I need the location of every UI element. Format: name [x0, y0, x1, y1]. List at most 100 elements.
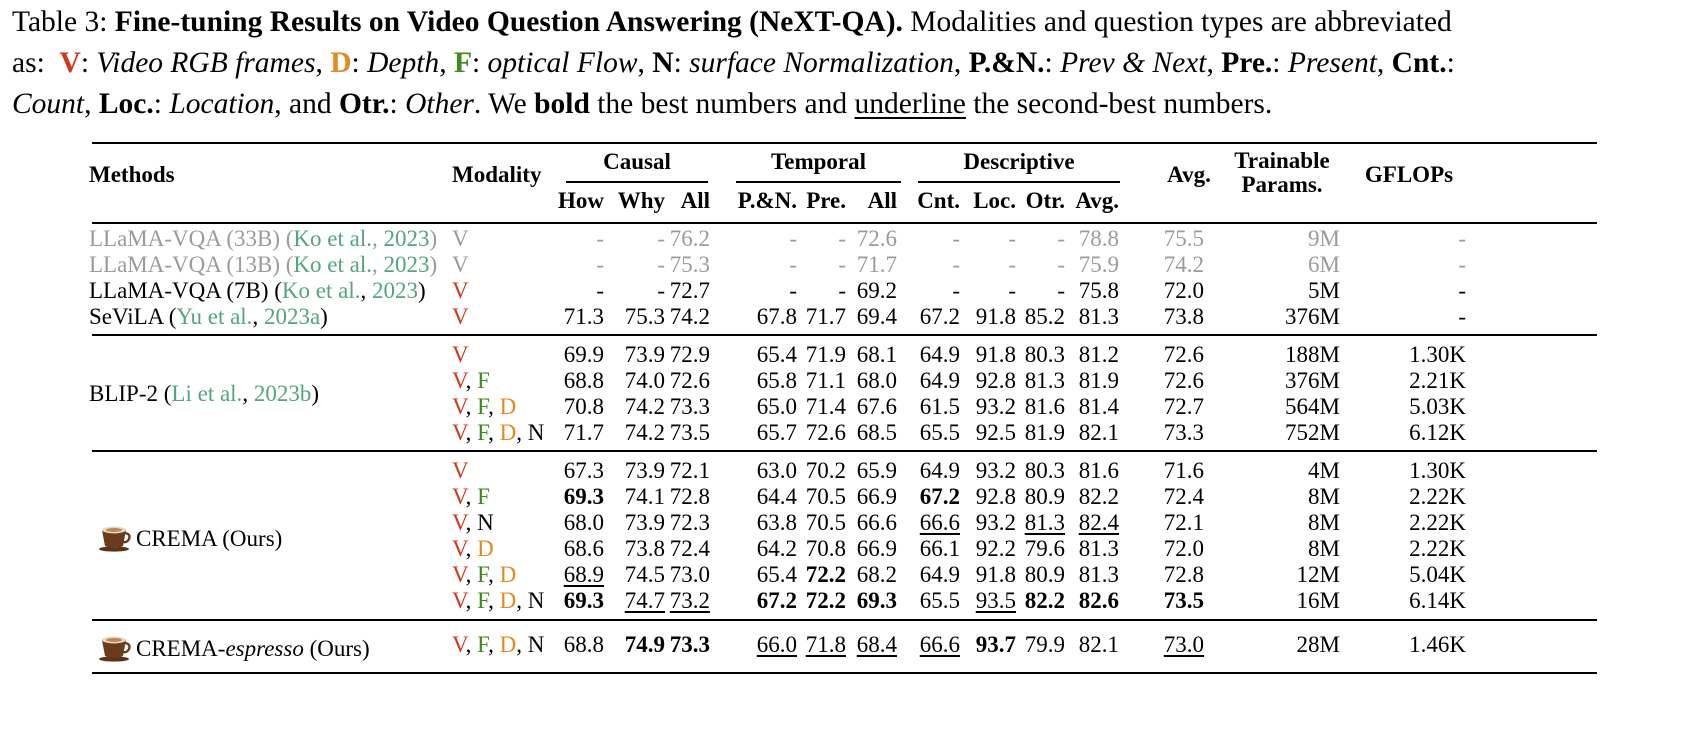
citation-year-link[interactable]: 2023: [383, 226, 430, 251]
subheader-loc-7: Loc.: [973, 188, 1016, 213]
table-cell: -: [1458, 252, 1466, 277]
table-cell: 92.8: [975, 484, 1016, 509]
table-cell: 72.2: [805, 562, 846, 587]
table-cell: 91.8: [975, 342, 1016, 367]
citation-link[interactable]: Ko et al.: [281, 278, 361, 303]
table-cell: 80.3: [1024, 342, 1065, 367]
table-cell: 1.30K: [1409, 342, 1466, 367]
table-cell: 66.9: [856, 484, 897, 509]
abbrev-desc-loc: Location: [169, 88, 275, 120]
method-llama-vqa-33b: LLaMA-VQA (33B) (Ko et al., 2023): [89, 226, 437, 252]
table-cell: 68.0: [856, 368, 897, 393]
table-cell: 72.0: [1163, 278, 1204, 303]
header-trainable-line2: Params.: [1241, 172, 1323, 197]
modality-f: F: [477, 484, 490, 509]
table-cell: 16M: [1296, 588, 1340, 613]
table-cell: 188M: [1285, 342, 1340, 367]
table-cell: 66.9: [856, 536, 897, 561]
table-cell: 78.8: [1078, 226, 1119, 251]
citation-link[interactable]: Li et al.: [171, 381, 243, 406]
table-cell: 75.9: [1078, 252, 1119, 277]
modality-v: V: [452, 252, 469, 277]
modality-cell: V: [452, 458, 469, 484]
table-cell: 93.5: [975, 588, 1016, 613]
table-cell: 73.2: [669, 588, 710, 613]
citation-year-link[interactable]: 2023b: [253, 381, 312, 406]
table-cell: 4M: [1308, 458, 1340, 483]
abbrev-desc-pn: Prev & Next: [1060, 47, 1207, 79]
table-cell: 75.3: [669, 252, 710, 277]
table-cell: 72.3: [669, 510, 710, 535]
method-name: CREMA-: [136, 636, 226, 661]
modality-v: V: [452, 536, 466, 561]
table-cell: -: [1458, 278, 1466, 303]
citation-link[interactable]: Ko et al.: [293, 226, 372, 251]
table-caption: Table 3: Fine-tuning Results on Video Qu…: [12, 2, 1692, 125]
table-cell: 82.4: [1078, 510, 1119, 535]
table-cell: 71.7: [856, 252, 897, 277]
table-cell: 72.4: [1163, 484, 1204, 509]
abbrev-desc-cnt: Count: [12, 88, 85, 120]
subheader-otr-8: Otr.: [1025, 188, 1065, 213]
citation-link[interactable]: Ko et al.: [293, 252, 372, 277]
table-cell: 8M: [1308, 510, 1340, 535]
table-cell: 69.2: [856, 278, 897, 303]
caption-best: the best numbers and: [597, 88, 848, 120]
modality-v: V: [452, 278, 469, 303]
caption-line-2: as: V: Video RGB frames, D: Depth, F: op…: [12, 47, 1455, 79]
table-cell: 73.9: [624, 342, 665, 367]
citation-close: ): [429, 226, 438, 251]
table-cell: 70.8: [805, 536, 846, 561]
citation-year-link[interactable]: 2023: [383, 252, 430, 277]
table-cell: -: [1008, 278, 1016, 303]
modality-f: F: [477, 394, 489, 419]
table-cell: 71.3: [563, 304, 604, 329]
modality-d: D: [499, 562, 517, 587]
modality-f: F: [477, 632, 489, 657]
citation-year-link[interactable]: 2023: [371, 278, 418, 303]
table-cell: 5.03K: [1409, 394, 1466, 419]
modality-cell: V, F, D, N: [452, 420, 545, 445]
method-crema: CREMA (Ours): [98, 522, 282, 552]
modality-v: V: [452, 420, 466, 445]
citation-sep: ,: [360, 278, 372, 303]
method-sevila: SeViLA (Yu et al., 2023a): [89, 304, 328, 330]
table-cell: 71.8: [805, 632, 846, 657]
table-cell: 81.3: [1024, 510, 1065, 535]
table-cell: 82.1: [1078, 632, 1119, 657]
table-cell: 72.9: [669, 342, 710, 367]
table-cell: 73.3: [669, 632, 710, 657]
table-cell: 65.5: [919, 420, 960, 445]
modality-cell: V, F, D: [452, 562, 517, 587]
table-cell: 81.3: [1078, 536, 1119, 561]
causal-underline: [566, 181, 708, 183]
table-cell: 71.6: [1163, 458, 1204, 483]
table-cell: 81.9: [1078, 368, 1119, 393]
citation-close: ): [320, 304, 328, 329]
table-cell: 81.3: [1078, 304, 1119, 329]
caption-as: as:: [12, 47, 45, 79]
table-cell: 70.2: [805, 458, 846, 483]
table-cell: -: [1057, 252, 1065, 277]
table-cell: 92.5: [975, 420, 1016, 445]
table-cell: 64.9: [919, 562, 960, 587]
coffee-cup-icon: [99, 526, 131, 552]
modality-n: N: [477, 510, 494, 535]
citation-link[interactable]: Yu et al.: [176, 304, 253, 329]
table-cell: 69.9: [563, 342, 604, 367]
table-cell: 752M: [1285, 420, 1340, 445]
table-cell: 2.22K: [1409, 536, 1466, 561]
citation-year-link[interactable]: 2023a: [263, 304, 321, 329]
header-rule: [92, 222, 1597, 224]
table-cell: 72.1: [1163, 510, 1204, 535]
top-rule: [92, 142, 1597, 144]
table-cell: 65.8: [756, 368, 797, 393]
modality-v: V: [452, 484, 466, 509]
table-cell: 67.8: [756, 304, 797, 329]
table-cell: 67.6: [856, 394, 897, 419]
table-cell: 80.9: [1024, 562, 1065, 587]
table-cell: 93.2: [975, 458, 1016, 483]
table-cell: 72.4: [669, 536, 710, 561]
table-cell: 64.2: [756, 536, 797, 561]
table-cell: 79.6: [1024, 536, 1065, 561]
